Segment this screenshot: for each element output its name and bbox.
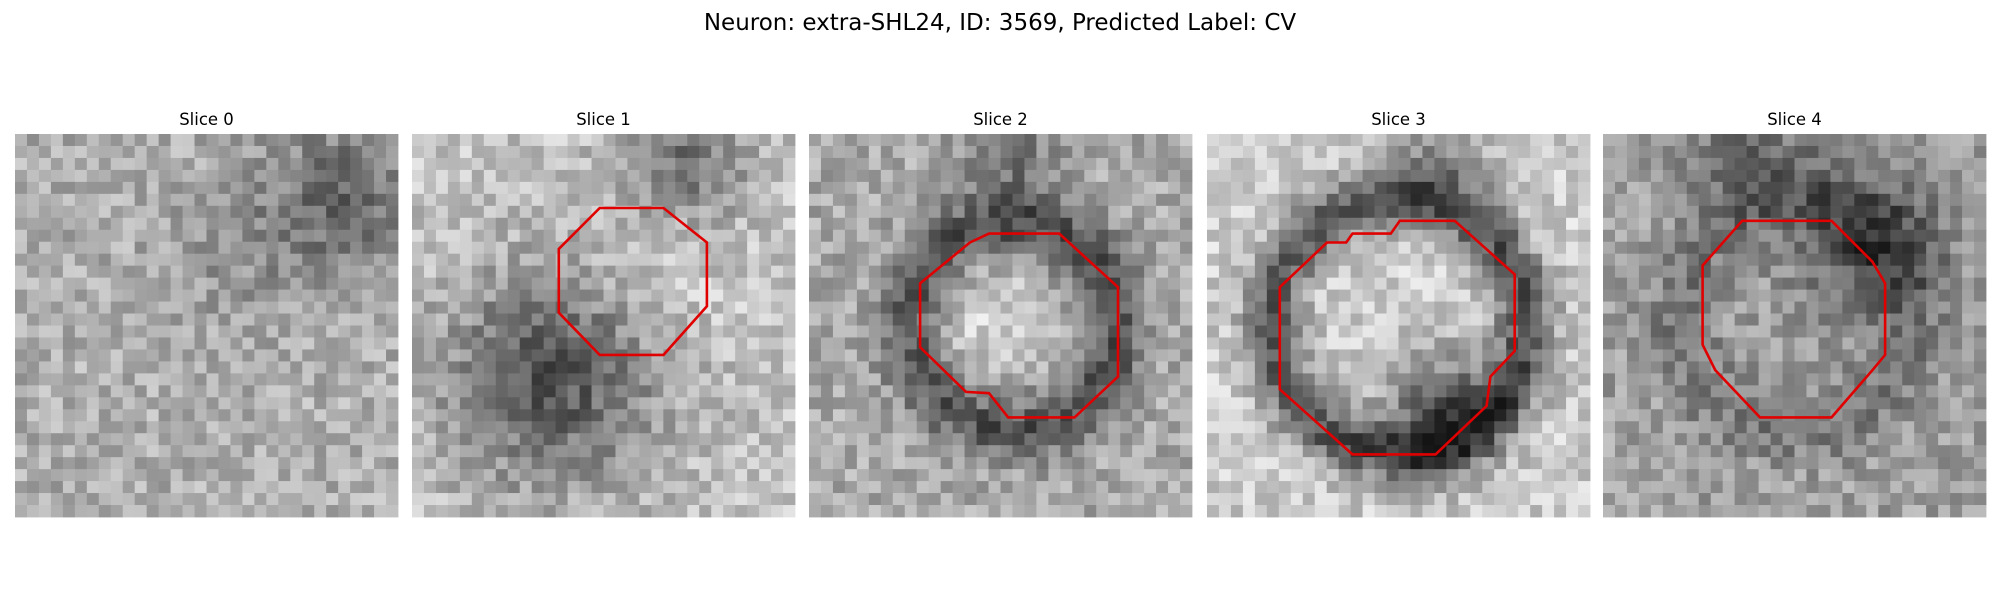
slice-panel — [412, 134, 796, 518]
slice-title: Slice 0 — [179, 110, 234, 129]
slice-title: Slice 1 — [576, 110, 631, 129]
figure-title: Neuron: extra-SHL24, ID: 3569, Predicted… — [704, 10, 1297, 36]
slice-panel — [15, 134, 399, 518]
slice-title: Slice 2 — [973, 110, 1028, 129]
roi-contour — [1701, 219, 1887, 419]
slice-panel — [809, 134, 1193, 518]
slice-title: Slice 3 — [1371, 110, 1426, 129]
roi-contour — [918, 232, 1120, 419]
roi-contour — [1278, 219, 1517, 456]
roi-contour — [557, 206, 709, 357]
slice-title: Slice 4 — [1767, 110, 1822, 129]
slice-panel — [1207, 134, 1591, 518]
slice-panel — [1603, 134, 1987, 518]
